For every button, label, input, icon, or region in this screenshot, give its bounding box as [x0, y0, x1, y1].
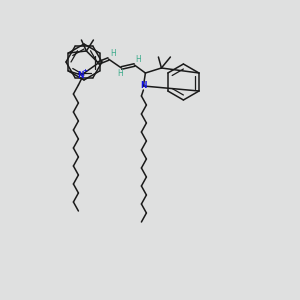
Text: N: N [140, 82, 147, 91]
Text: H: H [110, 50, 116, 58]
Text: +: + [83, 68, 88, 74]
Text: H: H [118, 70, 123, 79]
Text: H: H [136, 56, 141, 64]
Text: N: N [77, 70, 84, 80]
